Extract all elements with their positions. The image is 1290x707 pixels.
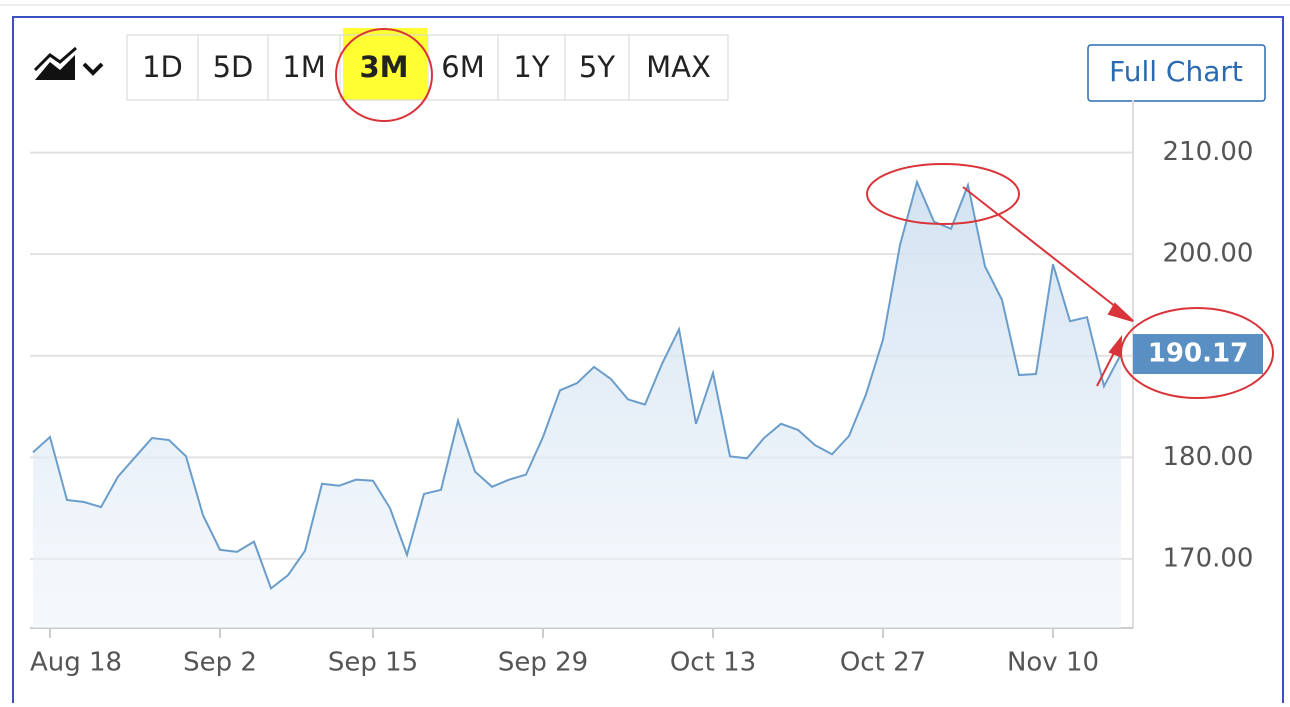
range-label[interactable]: 1D [142,50,183,84]
range-label[interactable]: 1Y [513,50,549,84]
x-tick-label: Aug 18 [30,648,122,678]
range-button[interactable] [564,34,630,101]
range-label[interactable]: 5Y [579,50,615,84]
range-label[interactable]: 5D [213,50,254,84]
x-tick-label: Nov 10 [1007,648,1099,678]
range-label[interactable]: 1M [282,50,325,84]
range-button[interactable] [628,34,729,101]
selected-highlight [343,28,427,100]
range-button[interactable] [497,34,566,101]
x-tick-label: Oct 13 [670,648,756,678]
y-tick-label: 200.00 [1163,239,1254,269]
x-tick-label: Sep 15 [328,648,418,678]
y-tick-label: 170.00 [1163,543,1254,573]
chart-type-icon[interactable] [33,46,104,80]
last-price-box [1133,334,1263,375]
range-label[interactable]: 3M [359,50,408,84]
x-tick-label: Sep 29 [498,648,588,678]
full-chart-button[interactable] [1087,44,1266,102]
range-button[interactable] [197,34,269,101]
y-tick-label: 210.00 [1163,137,1254,167]
full-chart-label[interactable]: Full Chart [1109,55,1243,88]
last-price-label: 190.17 [1148,339,1248,369]
x-tick-label: Sep 2 [183,648,257,678]
range-button[interactable] [126,34,199,101]
range-label[interactable]: MAX [646,50,711,84]
y-tick-label: 180.00 [1163,442,1254,472]
range-label[interactable]: 6M [441,50,484,84]
range-toolbar: 1D 5D 1M 3M 6M 1Y 5Y MAX [126,34,729,101]
area [33,182,1121,629]
annotations [335,28,1274,399]
x-tick-label: Oct 27 [840,648,926,678]
